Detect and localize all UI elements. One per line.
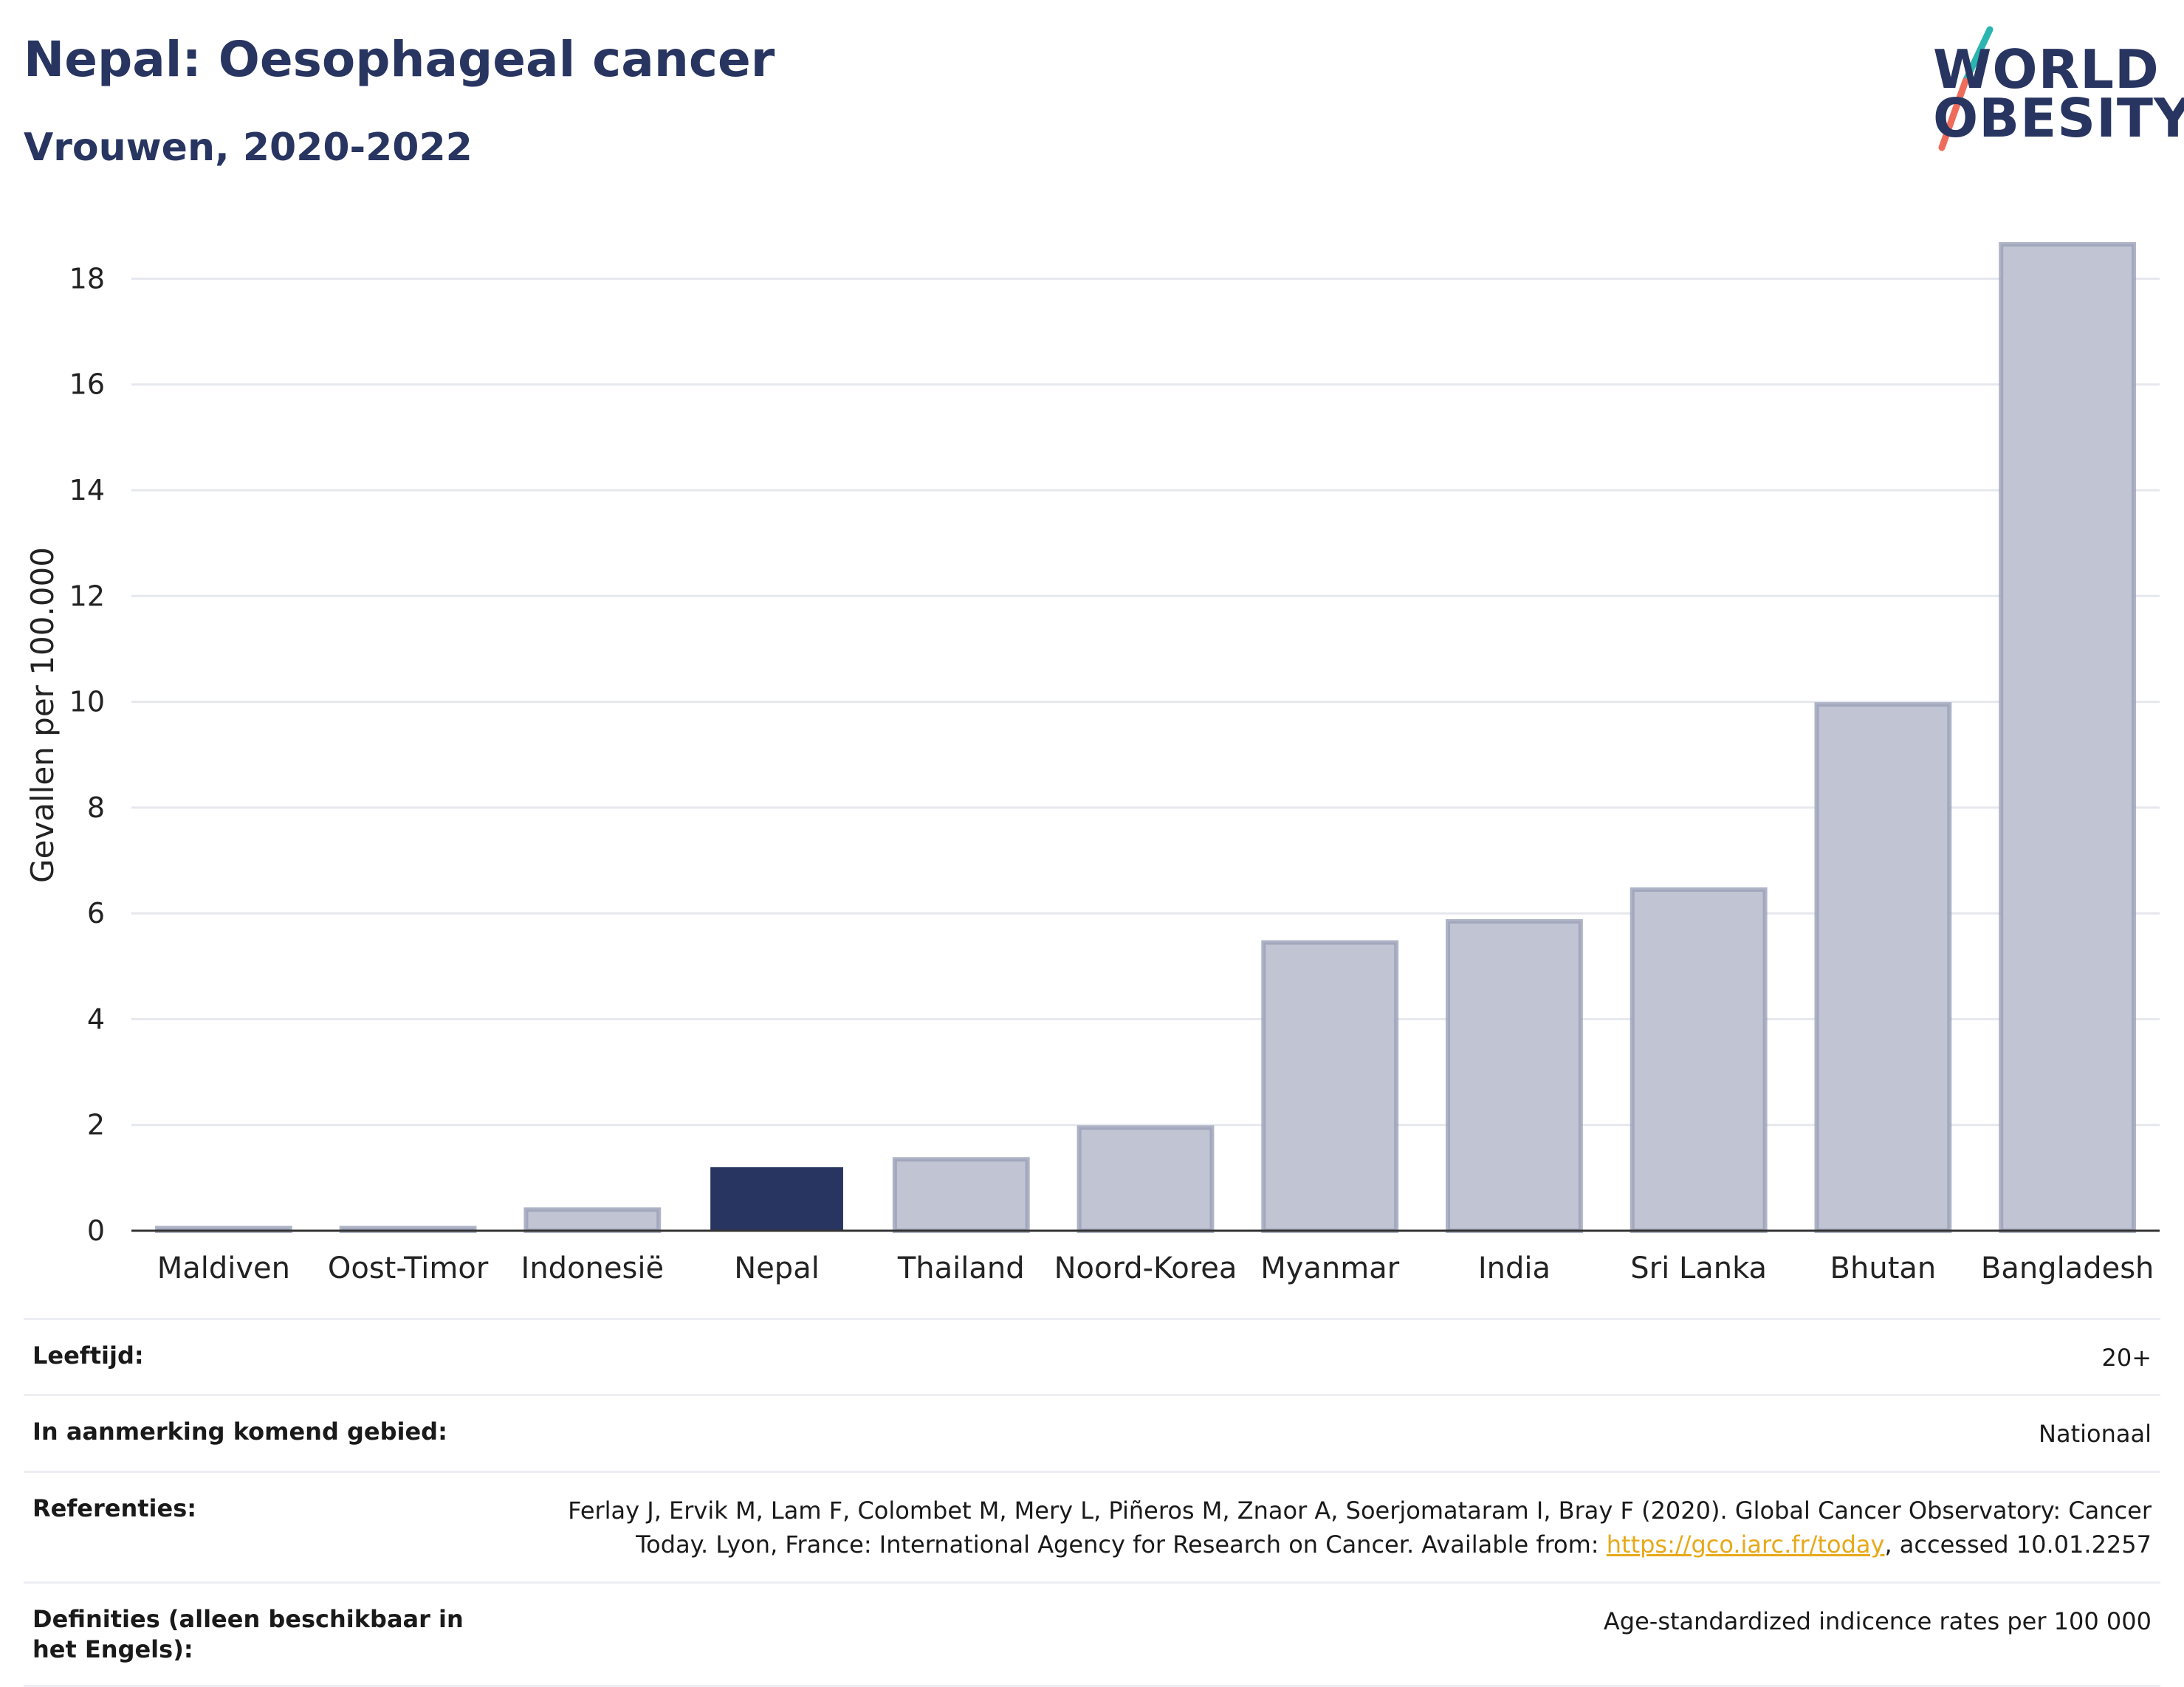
y-tick-label: 0: [87, 1214, 105, 1247]
y-tick-label: 6: [87, 897, 105, 930]
y-tick-label: 8: [87, 791, 105, 824]
footer-label: Definities (alleen beschikbaar in het En…: [32, 1604, 464, 1664]
world-obesity-logo: WORLD OBESITY: [1920, 22, 2184, 155]
reference-text: Ferlay J, Ervik M, Lam F, Colombet M, Me…: [568, 1496, 2152, 1559]
y-tick-label: 16: [69, 368, 105, 401]
footer-row-age: Leeftijd: 20+: [24, 1318, 2160, 1394]
x-tick-label: Sri Lanka: [1630, 1251, 1767, 1285]
footer-row-definitions: Definities (alleen beschikbaar in het En…: [24, 1581, 2160, 1687]
y-tick-label: 2: [87, 1109, 105, 1141]
footer-value: Nationaal: [2039, 1420, 2152, 1449]
footer-value: 20+: [2101, 1344, 2152, 1372]
bar: [1814, 702, 1952, 1233]
x-tick-label: India: [1478, 1251, 1551, 1285]
y-axis-label: Gevallen per 100.000: [24, 547, 61, 883]
logo-slash-icon: [1938, 26, 1994, 151]
bar: [1446, 918, 1583, 1234]
x-tick-label: Thailand: [897, 1251, 1025, 1285]
footer-value: Age-standardized indicence rates per 100…: [1603, 1607, 2152, 1635]
bar-chart: 0 2 4 6 8 10 12 14 16 18 Maldiven Oost-Timor Indones…: [24, 241, 2160, 1285]
x-tick-label: Myanmar: [1260, 1251, 1400, 1285]
bar: [710, 1167, 843, 1231]
logo-line-2: OBESITY: [1933, 87, 2184, 149]
x-tick-label: Oost-Timor: [328, 1251, 489, 1285]
x-tick-label: Bhutan: [1830, 1251, 1937, 1285]
x-tick-label: Noord-Korea: [1054, 1251, 1237, 1285]
y-tick-label: 4: [87, 1003, 105, 1035]
y-tick-label: 18: [69, 262, 105, 295]
x-tick-label: Bangladesh: [1981, 1251, 2154, 1285]
bar: [523, 1207, 662, 1234]
bar: [1999, 241, 2137, 1233]
footer-label: Leeftijd:: [32, 1341, 144, 1370]
footer-row-references: Referenties: Ferlay J, Ervik M, Lam F, C…: [24, 1470, 2160, 1581]
page-title: Nepal: Oesophageal cancer: [24, 31, 775, 88]
x-tick-label: Nepal: [734, 1251, 820, 1285]
page-subtitle: Vrouwen, 2020-2022: [24, 126, 473, 170]
y-tick-label: 12: [69, 580, 105, 612]
footer-label: In aanmerking komend gebied:: [32, 1418, 447, 1446]
footer-label: Referenties:: [32, 1494, 197, 1522]
x-tick-label: Maldiven: [157, 1251, 290, 1285]
bar: [892, 1157, 1030, 1234]
bar: [1630, 887, 1768, 1234]
y-tick-label: 14: [69, 474, 105, 506]
reference-link[interactable]: https://gco.iarc.fr/today: [1606, 1530, 1885, 1559]
x-tick-label: Indonesië: [521, 1251, 665, 1285]
footer-value: Ferlay J, Ervik M, Lam F, Colombet M, Me…: [564, 1494, 2152, 1562]
footer-row-area: In aanmerking komend gebied: Nationaal: [24, 1394, 2160, 1470]
chart-footer: Leeftijd: 20+ In aanmerking komend gebie…: [24, 1318, 2160, 1687]
reference-accessed: , accessed 10.01.2257: [1884, 1530, 2152, 1559]
bar: [1076, 1125, 1215, 1234]
bar: [1261, 940, 1399, 1233]
y-tick-label: 10: [69, 686, 105, 718]
logo-line-1: WORLD: [1933, 38, 2160, 100]
